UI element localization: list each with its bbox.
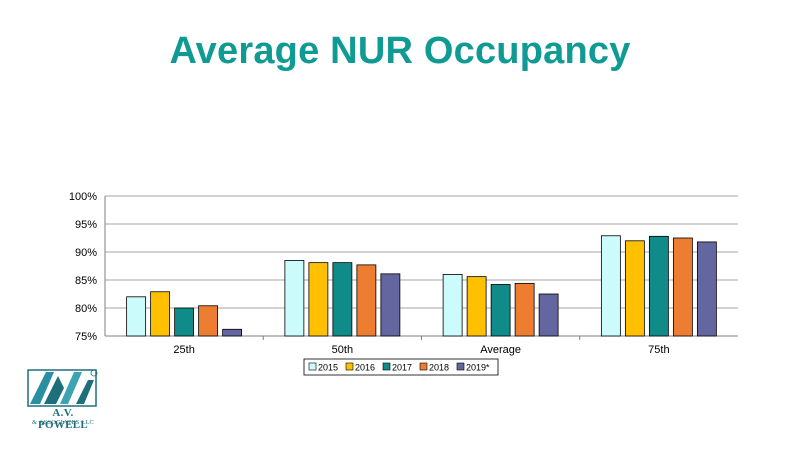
bar <box>308 262 329 337</box>
bar <box>538 293 559 337</box>
bar <box>150 291 171 337</box>
legend-swatch <box>308 362 317 371</box>
logo-name: A.V. POWELL <box>37 407 89 431</box>
bar <box>356 264 377 337</box>
bar <box>600 235 621 337</box>
bar <box>672 237 693 337</box>
bar <box>648 235 669 337</box>
bar <box>514 282 535 337</box>
x-tick-label: Average <box>480 344 521 356</box>
y-tick-label: 80% <box>75 303 97 315</box>
bar <box>198 305 219 337</box>
legend-label: 2017 <box>392 363 412 373</box>
avp-logo-icon <box>27 369 98 407</box>
legend-swatch <box>382 362 391 371</box>
legend-label: 2019* <box>466 363 490 373</box>
legend-label: 2018 <box>429 363 449 373</box>
legend-swatch <box>456 362 465 371</box>
logo-subtitle: & ASSOCIATES LLC <box>31 419 95 426</box>
bar <box>624 240 645 337</box>
bar <box>222 328 243 337</box>
legend-swatch <box>419 362 428 371</box>
y-tick-label: 90% <box>75 247 97 259</box>
x-tick-label: 25th <box>173 344 194 356</box>
page-title: Average NUR Occupancy <box>169 30 631 72</box>
bar <box>442 273 463 337</box>
x-tick-label: 50th <box>332 344 353 356</box>
bar <box>174 307 195 337</box>
x-tick-label: 75th <box>648 344 669 356</box>
y-tick-label: 100% <box>69 191 97 203</box>
bar <box>466 276 487 337</box>
bar <box>696 241 717 337</box>
bar <box>284 259 305 337</box>
y-tick-label: 95% <box>75 219 97 231</box>
legend-swatch <box>345 362 354 371</box>
y-tick-label: 75% <box>75 331 97 343</box>
bar <box>332 262 353 337</box>
bar <box>490 284 511 337</box>
bar <box>380 273 401 337</box>
y-tick-label: 85% <box>75 275 97 287</box>
legend-label: 2015 <box>318 363 338 373</box>
bar <box>126 296 147 337</box>
legend-label: 2016 <box>355 363 375 373</box>
